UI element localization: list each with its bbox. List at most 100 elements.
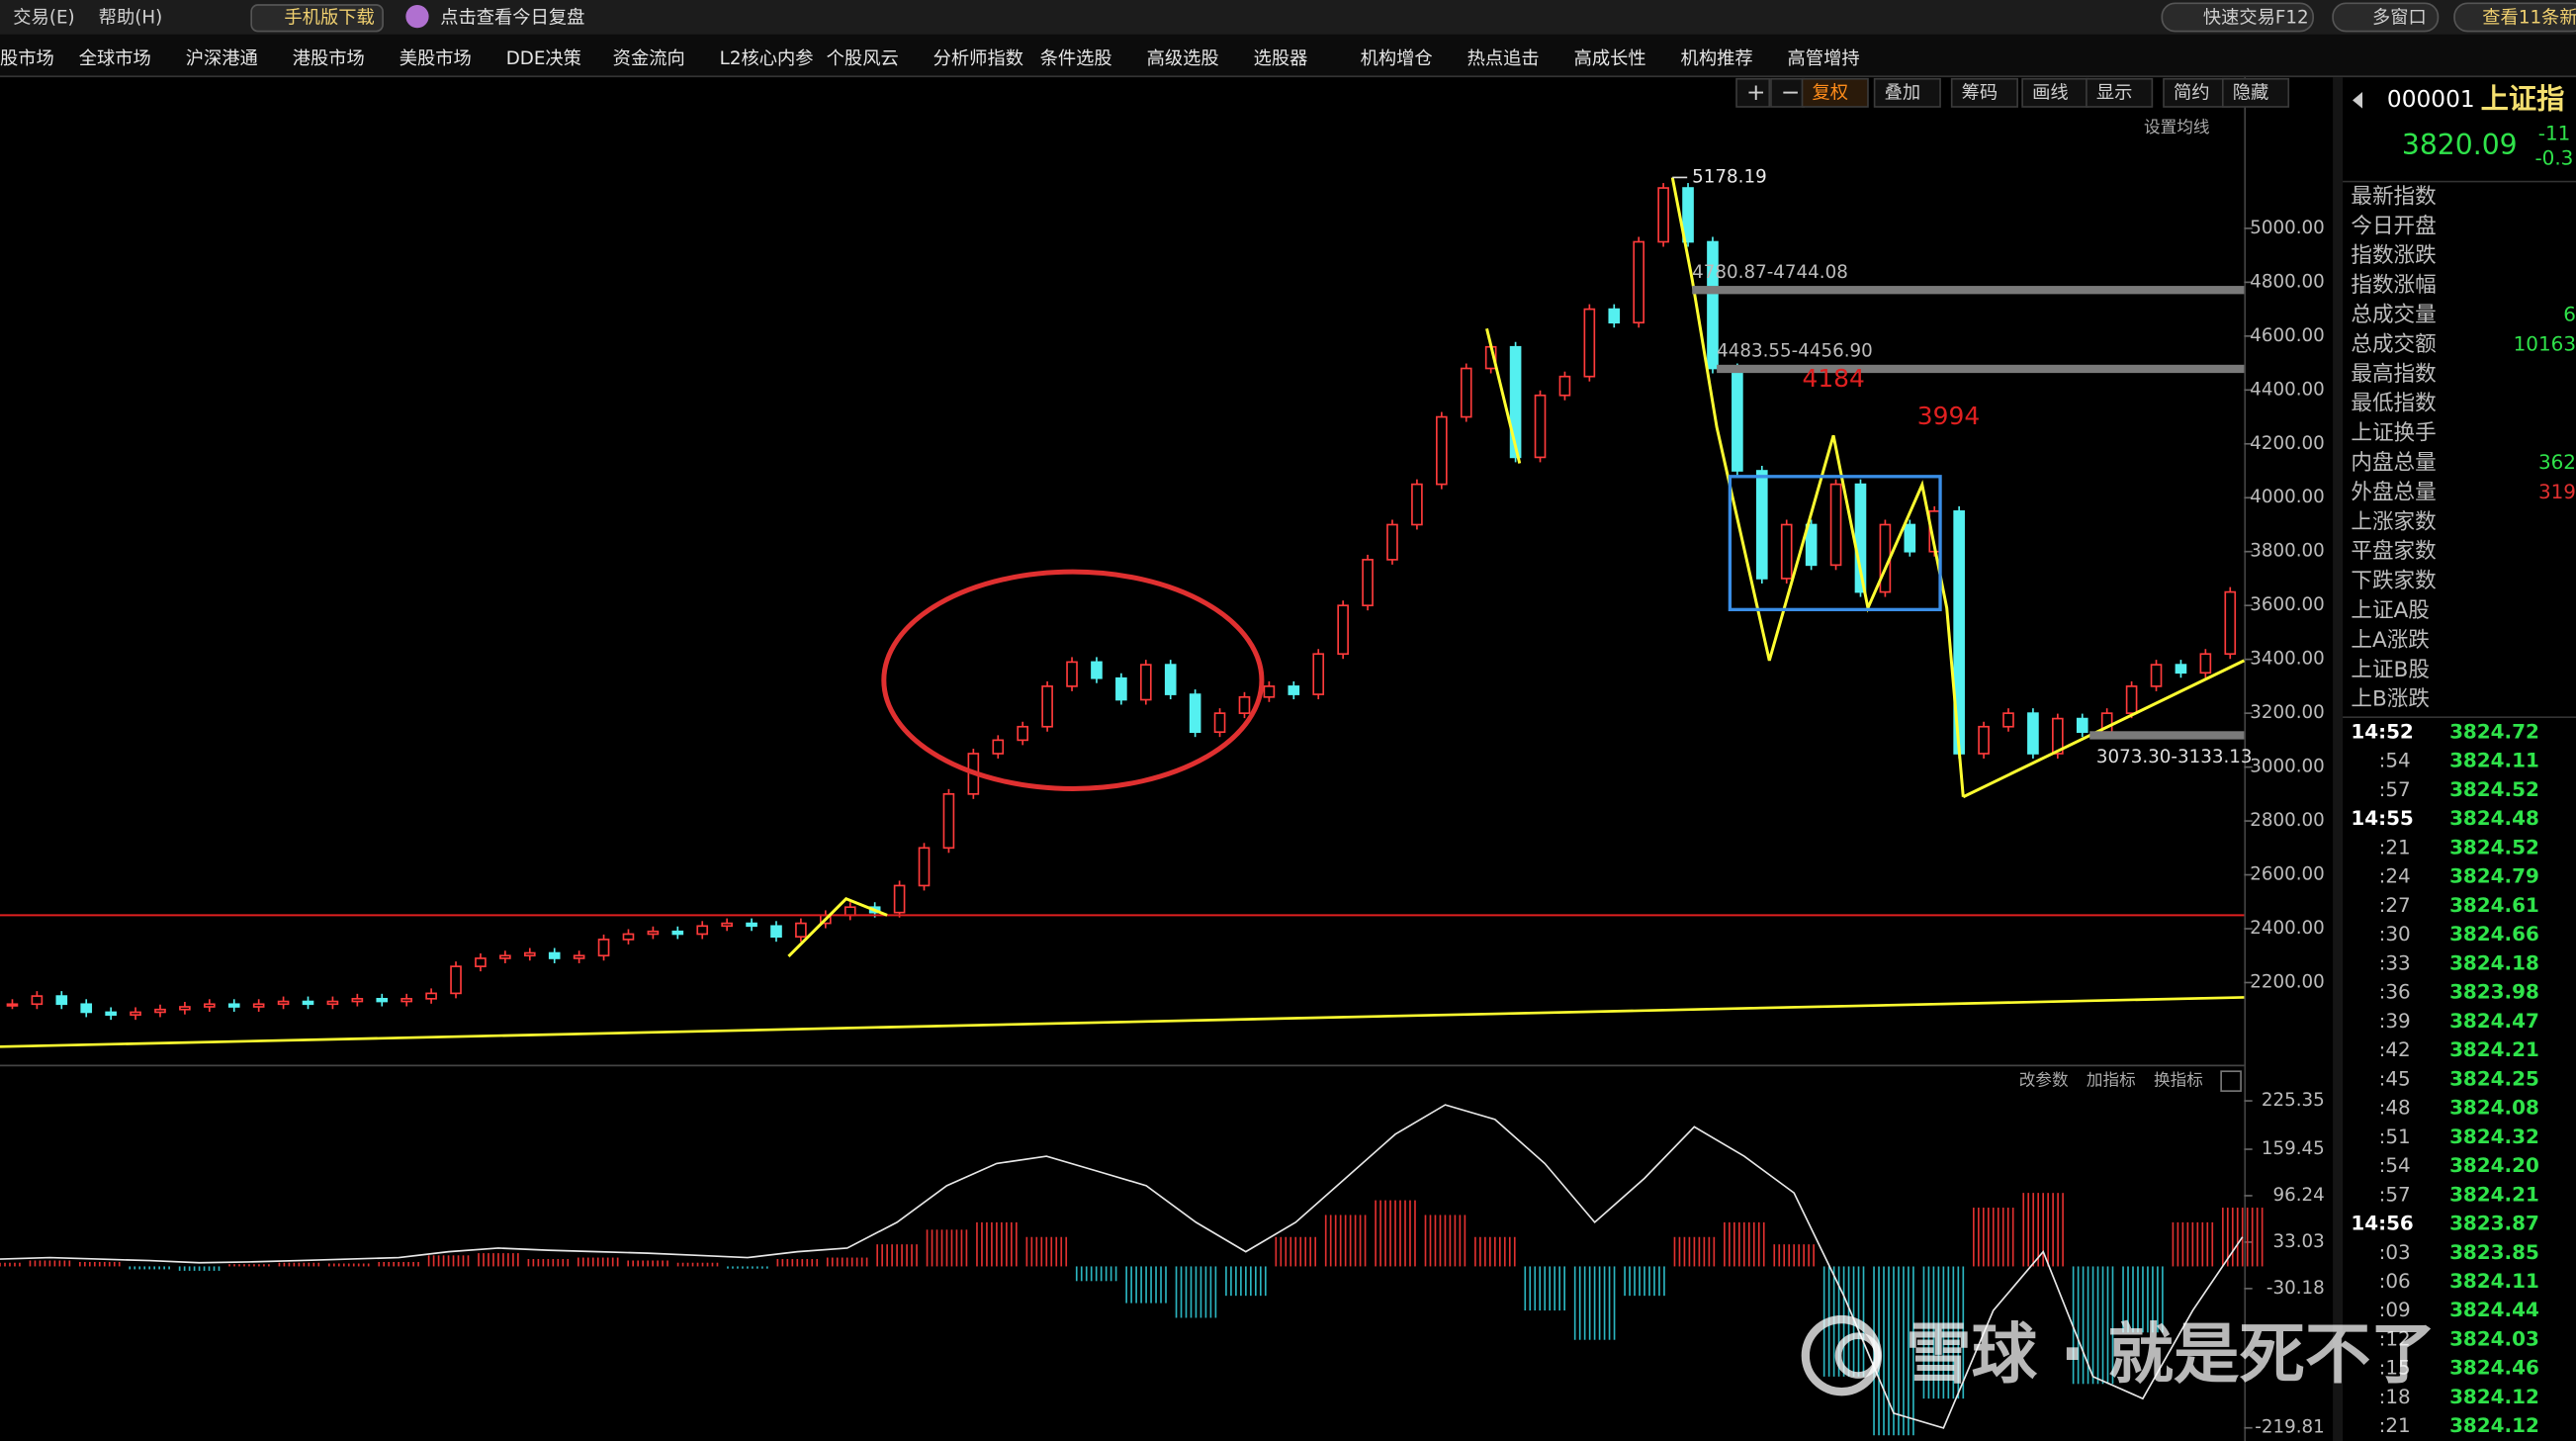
menu-item[interactable]: 帮助(H) — [99, 7, 163, 28]
field-label: 指数涨幅 — [2351, 273, 2436, 298]
menu-item[interactable]: 交易(E) — [13, 7, 74, 28]
button[interactable] — [250, 4, 384, 33]
tool-label[interactable]: 简约 — [2174, 83, 2210, 104]
candle — [1411, 483, 1423, 526]
tick-price: 3824.08 — [2449, 1097, 2539, 1120]
tool-label[interactable]: 叠加 — [1885, 83, 1921, 104]
candle — [1066, 661, 1078, 687]
tick-price: 3824.12 — [2449, 1386, 2539, 1408]
field-label: 最低指数 — [2351, 392, 2436, 416]
nav-item[interactable]: 高管增持 — [1788, 48, 1860, 69]
nav-item[interactable]: 港股市场 — [293, 48, 365, 69]
tool-label[interactable]: + — [1746, 79, 1765, 106]
button[interactable] — [2161, 2, 2315, 33]
tool-button[interactable] — [2086, 77, 2154, 108]
tool-label[interactable]: 画线 — [2032, 83, 2069, 104]
news[interactable]: 查看11条新 — [2482, 7, 2576, 28]
tool-label[interactable]: − — [1781, 79, 1800, 106]
nav-item[interactable]: 资金流向 — [613, 48, 685, 69]
field-label: 最高指数 — [2351, 362, 2436, 387]
nav-item[interactable]: 高级选股 — [1147, 48, 1219, 69]
button[interactable] — [2453, 2, 2576, 33]
nav-item[interactable]: DDE决策 — [506, 48, 581, 69]
tick-price: 3824.61 — [2449, 894, 2539, 917]
button[interactable] — [2332, 2, 2440, 33]
tick-price: 3824.44 — [2449, 1299, 2539, 1321]
nav-item[interactable]: 沪深港通 — [186, 48, 258, 69]
tick-price: 3824.66 — [2449, 923, 2539, 946]
close-button[interactable] — [2220, 1070, 2242, 1092]
candle — [1288, 685, 1300, 695]
nav-item[interactable]: 热点追击 — [1467, 48, 1540, 69]
tool-button[interactable] — [2021, 77, 2089, 108]
y-tick-label: 2200.00 — [2250, 971, 2325, 992]
indicator-control[interactable]: 改参数 — [2019, 1071, 2069, 1090]
tool-label[interactable]: 复权 — [1812, 83, 1848, 104]
y-tick-label: 5000.00 — [2250, 218, 2325, 238]
field-value: 319 — [2538, 481, 2576, 503]
candle — [622, 933, 635, 941]
candle — [1115, 676, 1127, 701]
nav-item[interactable]: L2核心内参 — [720, 48, 814, 69]
y-tick-label: 2800.00 — [2250, 810, 2325, 831]
candle — [1139, 664, 1152, 701]
mobile-download[interactable]: 手机版下载 — [284, 7, 374, 28]
candle — [1854, 483, 1867, 593]
multi-window[interactable]: 多窗口 — [2372, 7, 2427, 28]
blue-box — [1728, 475, 1942, 612]
nav-item[interactable]: 分析师指数 — [933, 48, 1023, 69]
candle — [227, 1003, 240, 1008]
tool-button[interactable] — [2221, 77, 2290, 108]
nav-item[interactable]: 股市场 — [0, 48, 54, 69]
candle — [425, 992, 437, 1000]
nav-item[interactable]: 个股风云 — [827, 48, 899, 69]
tick-time: :21 — [2379, 836, 2411, 858]
nav-item[interactable]: 条件选股 — [1040, 48, 1112, 69]
candle — [1707, 240, 1719, 370]
quick-trade[interactable]: 快速交易F12 — [2203, 7, 2309, 28]
tick-price: 3824.11 — [2449, 1270, 2539, 1293]
y-tick-label: 3600.00 — [2250, 594, 2325, 615]
tick-time: :33 — [2379, 951, 2411, 974]
candle — [1829, 483, 1842, 567]
nav-item[interactable]: 机构增仓 — [1361, 48, 1433, 69]
tool-label[interactable]: 隐藏 — [2233, 83, 2269, 104]
y-tick-label: -30.18 — [2266, 1278, 2325, 1299]
indicator-control[interactable]: 加指标 — [2087, 1071, 2136, 1090]
field-label: 上涨家数 — [2351, 509, 2436, 534]
candle — [499, 954, 511, 959]
nav-item[interactable]: 高成长性 — [1574, 48, 1646, 69]
tick-price: 3823.87 — [2449, 1213, 2539, 1235]
candle — [6, 1003, 19, 1007]
candle — [302, 1000, 314, 1006]
tool-button[interactable] — [1735, 77, 1771, 108]
field-label: 最新指数 — [2351, 184, 2436, 209]
y-tick-label: 3800.00 — [2250, 541, 2325, 562]
nav-item[interactable]: 选股器 — [1254, 48, 1308, 69]
dif-line — [0, 1104, 2244, 1429]
nav-item[interactable]: 机构推荐 — [1681, 48, 1753, 69]
nav-item[interactable]: 全球市场 — [79, 48, 151, 69]
tool-button[interactable] — [1873, 77, 1941, 108]
tick-time: :12 — [2379, 1327, 2411, 1350]
tool-label[interactable]: 筹码 — [1962, 83, 1999, 104]
tick-time: :15 — [2379, 1357, 2411, 1380]
red-circle — [881, 569, 1265, 791]
y-tick-label: 3400.00 — [2250, 649, 2325, 670]
zone-label: 3073.30-3133.13 — [2096, 747, 2253, 767]
tool-button[interactable] — [1801, 77, 1869, 108]
candle — [795, 922, 807, 939]
field-label: 今日开盘 — [2351, 214, 2436, 238]
review-link[interactable]: 点击查看今日复盘 — [440, 7, 584, 28]
back-arrow[interactable] — [2353, 92, 2363, 109]
y-tick-label: -219.81 — [2255, 1417, 2325, 1438]
ma-setting[interactable]: 设置均线 — [2144, 118, 2209, 136]
tick-time: :51 — [2379, 1126, 2411, 1148]
tool-label[interactable]: 显示 — [2096, 83, 2133, 104]
nav-item[interactable]: 美股市场 — [400, 48, 472, 69]
candle — [2224, 590, 2237, 656]
tick-price: 3824.12 — [2449, 1414, 2539, 1437]
indicator-control[interactable]: 换指标 — [2154, 1071, 2203, 1090]
candle — [2052, 717, 2064, 755]
tool-button[interactable] — [1950, 77, 2018, 108]
